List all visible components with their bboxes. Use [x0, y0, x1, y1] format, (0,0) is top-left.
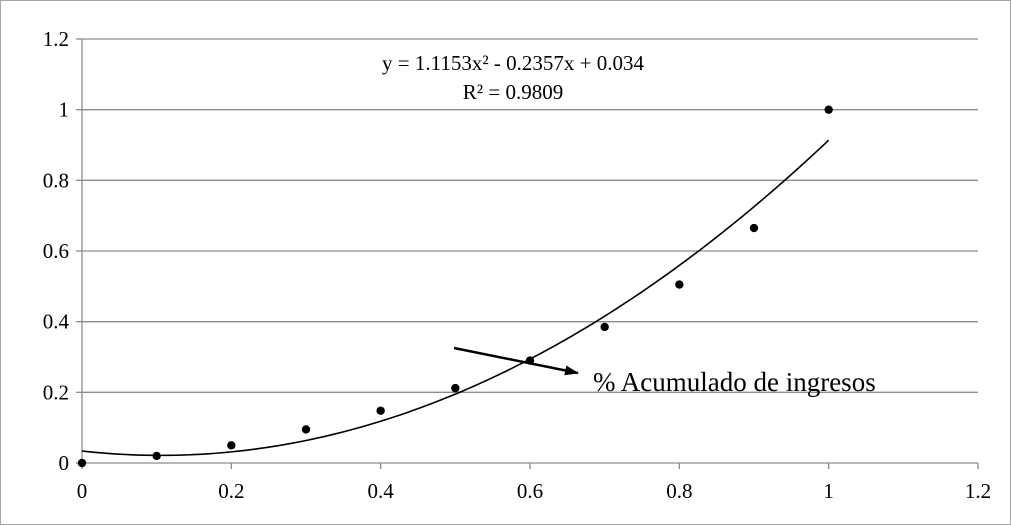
gridlines — [82, 38, 978, 393]
data-point — [227, 441, 236, 450]
x-tick-label: 0.6 — [517, 479, 543, 503]
annotation: % Acumulado de ingresos — [453, 346, 876, 397]
r-squared-label: R² = 0.9809 — [463, 80, 563, 104]
y-tick-label: 1.2 — [43, 27, 69, 51]
data-points — [77, 105, 833, 468]
x-tick-label: 0.4 — [368, 479, 395, 503]
y-tick-label: 0.2 — [43, 380, 69, 404]
axes: 0 0.2 0.4 0.6 0.8 1 1.2 0 0.2 0.4 0.6 0.8 1 1.2 — [43, 27, 991, 503]
x-tick-label: 1 — [823, 479, 834, 503]
y-tick-label: 1 — [59, 98, 70, 122]
y-tick-label: 0.6 — [43, 239, 69, 263]
x-tick-label: 1.2 — [965, 479, 991, 503]
data-point — [301, 425, 311, 434]
x-tick-label: 0.8 — [666, 479, 692, 503]
y-tick-label: 0.8 — [43, 168, 69, 192]
annotation-label: % Acumulado de ingresos — [593, 367, 876, 397]
data-point — [152, 451, 161, 461]
trendline — [81, 139, 830, 457]
annotation-arrow — [453, 346, 579, 376]
x-tick-label: 0 — [77, 479, 88, 503]
data-point — [824, 105, 833, 114]
y-tick-label: 0.4 — [43, 310, 70, 334]
data-point — [376, 406, 385, 415]
data-point — [675, 280, 684, 289]
data-point — [600, 322, 609, 332]
data-point — [749, 223, 759, 233]
data-point — [77, 458, 87, 468]
trendline-equation: y = 1.1153x² - 0.2357x + 0.034 — [382, 51, 644, 75]
data-point — [451, 383, 460, 393]
y-tick-label: 0 — [59, 451, 70, 475]
trendline-group — [81, 139, 830, 457]
x-tick-label: 0.2 — [218, 479, 244, 503]
